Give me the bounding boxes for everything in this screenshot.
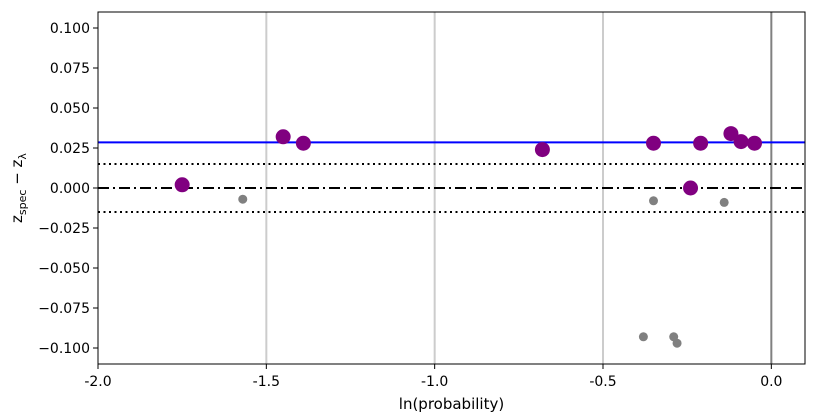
data-point-s1-5: [672, 338, 682, 348]
y-axis-label: zspec − zλ: [8, 153, 29, 223]
data-point-s0-6: [693, 135, 709, 151]
y-axis-label-main: z: [8, 215, 26, 223]
y-tick-label-2: 0.050: [50, 101, 90, 117]
data-point-s0-4: [646, 135, 661, 151]
data-point-s0-5: [683, 180, 699, 196]
x-axis-ticks: -2.0 -1.5 -1.0 -0.5 0.0: [84, 364, 782, 390]
y-tick-label-7: −0.075: [38, 301, 90, 317]
data-points: [174, 126, 762, 348]
data-point-s1-2: [719, 197, 729, 207]
reference-lines: [98, 141, 805, 213]
data-point-s1-3: [638, 332, 648, 342]
y-tick-label-1: 0.075: [50, 61, 90, 77]
x-tick-label-2: -1.0: [421, 374, 448, 390]
data-point-s0-8: [733, 134, 749, 150]
x-tick-label-4: 0.0: [760, 374, 782, 390]
y-axis-label-sub-lambda: λ: [16, 153, 29, 160]
y-tick-label-8: −0.100: [38, 341, 90, 357]
x-axis-label: ln(probability): [399, 395, 504, 413]
data-point-s1-1: [649, 196, 658, 206]
y-tick-label-3: 0.025: [50, 141, 90, 157]
y-axis-label-sub-spec: spec: [16, 190, 29, 216]
data-point-s0-2: [295, 135, 311, 151]
data-point-s0-1: [275, 129, 291, 145]
y-tick-label-6: −0.050: [38, 261, 90, 277]
y-axis-ticks: 0.100 0.075 0.050 0.025 0.000 −0.025 −0.050 −0.…: [38, 21, 98, 357]
y-axis-label-mid: − z: [8, 159, 26, 189]
data-point-s1-0: [238, 194, 248, 204]
x-tick-label-0: -2.0: [84, 374, 111, 390]
data-point-s0-9: [747, 135, 762, 151]
y-tick-label-0: 0.100: [50, 21, 90, 37]
data-point-s0-7: [723, 126, 739, 142]
data-point-s0-3: [534, 142, 550, 158]
x-tick-label-1: -1.5: [253, 374, 280, 390]
x-tick-label-3: -0.5: [589, 374, 616, 390]
data-point-s0-0: [174, 177, 190, 193]
y-tick-label-5: −0.025: [38, 221, 90, 237]
y-tick-label-4: 0.000: [50, 181, 90, 197]
